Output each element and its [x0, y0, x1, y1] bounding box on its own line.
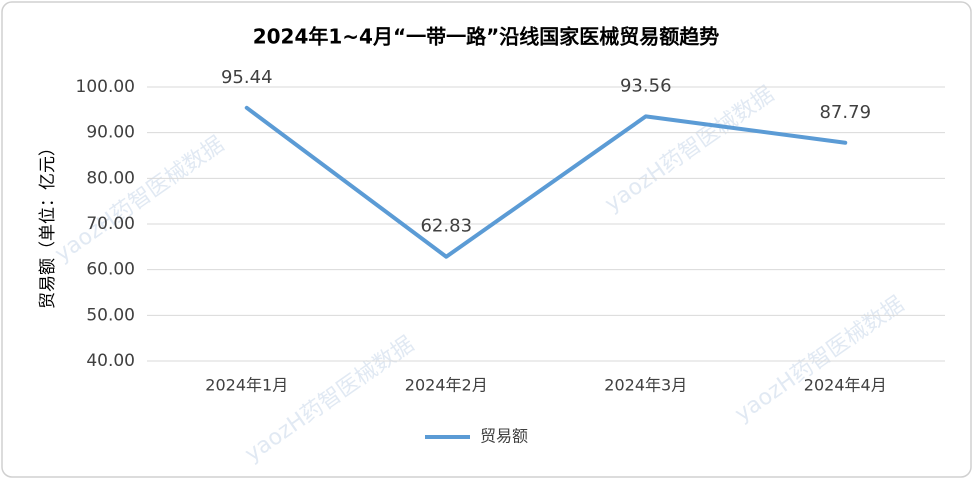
- y-tick-label: 60.00: [86, 260, 135, 280]
- data-label: 62.83: [420, 216, 472, 237]
- x-tick-label: 2024年2月: [405, 376, 488, 395]
- data-label: 87.79: [819, 102, 871, 123]
- chart-title: 2024年1~4月“一带一路”沿线国家医械贸易额趋势: [253, 25, 720, 49]
- x-tick-label: 2024年1月: [205, 376, 288, 395]
- y-tick-label: 40.00: [86, 351, 135, 371]
- data-label: 93.56: [620, 75, 672, 96]
- y-tick-label: 90.00: [86, 123, 135, 143]
- y-tick-label: 100.00: [76, 77, 135, 97]
- y-axis-title: 贸易额（单位：亿元）: [38, 139, 58, 309]
- x-tick-label: 2024年4月: [804, 376, 887, 395]
- y-tick-label: 80.00: [86, 168, 135, 188]
- line-series: [244, 105, 848, 259]
- x-tick-label: 2024年3月: [604, 376, 687, 395]
- y-tick-label: 70.00: [86, 214, 135, 234]
- legend-label: 贸易额: [480, 427, 528, 446]
- data-label: 95.44: [221, 67, 273, 88]
- y-tick-label: 50.00: [86, 305, 135, 325]
